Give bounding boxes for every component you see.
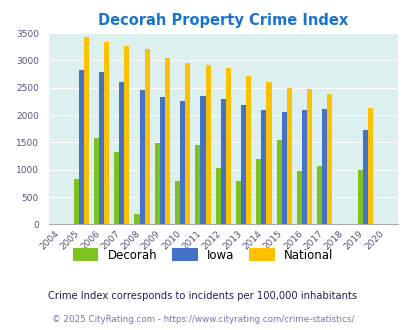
Bar — [316, 166, 322, 224]
Text: © 2025 CityRating.com - https://www.cityrating.com/crime-statistics/: © 2025 CityRating.com - https://www.city… — [51, 315, 354, 324]
Bar — [225, 68, 230, 224]
Bar — [160, 97, 164, 224]
Bar — [326, 94, 332, 224]
Bar — [266, 82, 271, 224]
Bar — [185, 63, 190, 224]
Title: Decorah Property Crime Index: Decorah Property Crime Index — [98, 13, 347, 28]
Text: Crime Index corresponds to incidents per 100,000 inhabitants: Crime Index corresponds to incidents per… — [48, 291, 357, 301]
Bar — [296, 171, 301, 224]
Bar — [220, 99, 225, 224]
Bar — [180, 101, 185, 224]
Bar — [119, 82, 124, 224]
Bar — [301, 110, 306, 224]
Bar — [104, 42, 109, 224]
Bar — [99, 72, 104, 224]
Bar — [261, 110, 266, 224]
Bar — [144, 49, 149, 224]
Bar — [114, 152, 119, 224]
Bar — [362, 130, 367, 224]
Legend: Decorah, Iowa, National: Decorah, Iowa, National — [68, 244, 337, 266]
Bar — [175, 181, 180, 224]
Bar — [83, 37, 89, 224]
Bar — [276, 140, 281, 224]
Bar — [235, 181, 241, 224]
Bar — [154, 144, 160, 224]
Bar — [139, 90, 144, 224]
Bar — [322, 109, 326, 224]
Bar — [215, 168, 220, 224]
Bar — [286, 88, 291, 224]
Bar — [357, 170, 362, 224]
Bar — [124, 46, 129, 224]
Bar — [134, 214, 139, 224]
Bar — [205, 65, 210, 224]
Bar — [367, 109, 372, 224]
Bar — [241, 105, 245, 224]
Bar — [79, 70, 83, 224]
Bar — [281, 112, 286, 224]
Bar — [94, 138, 99, 224]
Bar — [195, 145, 200, 224]
Bar — [256, 159, 261, 224]
Bar — [306, 89, 311, 224]
Bar — [245, 76, 251, 224]
Bar — [164, 58, 170, 224]
Bar — [73, 179, 79, 224]
Bar — [200, 96, 205, 224]
